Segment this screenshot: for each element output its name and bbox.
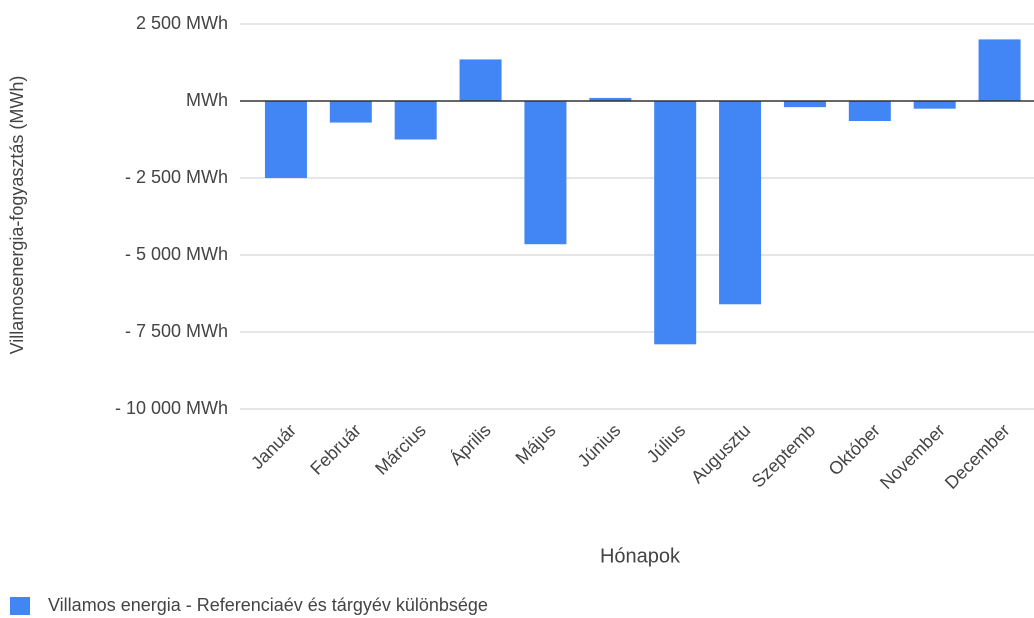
- x-tick-label: Június: [574, 420, 625, 471]
- bar: [459, 59, 502, 101]
- y-axis-title: Villamosenergia-fogyasztás (MWh): [7, 76, 27, 355]
- legend-label: Villamos energia - Referenciaév és tárgy…: [48, 595, 488, 615]
- bar: [848, 101, 891, 122]
- bar: [524, 101, 567, 245]
- x-tick-label: Október: [825, 420, 884, 479]
- x-tick-label: Február: [306, 420, 365, 479]
- bar: [913, 101, 956, 109]
- bar: [719, 101, 762, 305]
- y-tick-label: - 5 000 MWh: [125, 244, 228, 264]
- x-tick-label: Szeptemb: [748, 420, 819, 491]
- x-tick-label: Augusztu: [687, 420, 754, 487]
- bar: [783, 101, 826, 108]
- y-tick-label: - 10 000 MWh: [115, 398, 228, 418]
- bar: [394, 101, 437, 140]
- bar: [978, 39, 1021, 101]
- y-tick-label: - 7 500 MWh: [125, 321, 228, 341]
- x-tick-label: November: [876, 420, 949, 493]
- x-tick-label: Január: [247, 420, 300, 473]
- bar: [654, 101, 697, 345]
- bar: [264, 101, 307, 178]
- x-tick-label: Április: [446, 420, 495, 469]
- bar: [589, 97, 632, 101]
- x-axis-title: Hónapok: [600, 545, 681, 567]
- x-tick-label: December: [941, 420, 1014, 493]
- bar: [329, 101, 372, 123]
- y-tick-label: - 2 500 MWh: [125, 167, 228, 187]
- y-tick-label: 2 500 MWh: [136, 13, 228, 33]
- x-tick-label: Május: [512, 420, 560, 468]
- y-tick-label: MWh: [186, 90, 228, 110]
- x-tick-label: Március: [371, 420, 430, 479]
- x-tick-label: Július: [643, 420, 690, 467]
- legend-swatch: [10, 597, 30, 615]
